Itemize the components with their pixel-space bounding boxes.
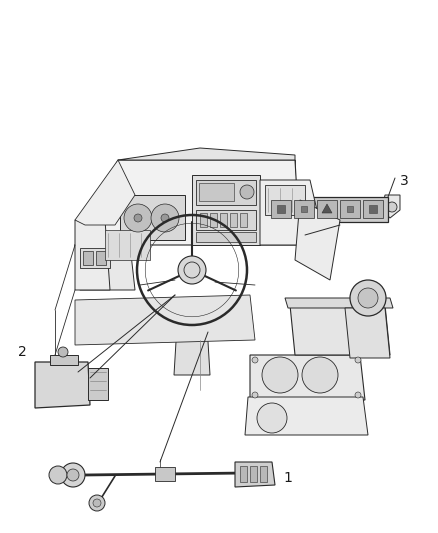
Bar: [80, 248, 110, 268]
Polygon shape: [118, 160, 295, 175]
Circle shape: [252, 357, 258, 363]
Bar: [196, 210, 256, 230]
Circle shape: [58, 347, 68, 357]
Circle shape: [93, 499, 101, 507]
Polygon shape: [120, 195, 185, 240]
Polygon shape: [35, 362, 90, 408]
Circle shape: [358, 288, 378, 308]
Polygon shape: [245, 397, 368, 435]
Bar: [220, 213, 227, 227]
Bar: [250, 466, 257, 482]
Polygon shape: [75, 160, 300, 245]
Circle shape: [49, 466, 67, 484]
Polygon shape: [317, 200, 337, 218]
Polygon shape: [271, 200, 291, 218]
Polygon shape: [75, 220, 110, 290]
Circle shape: [257, 200, 267, 210]
Polygon shape: [235, 462, 275, 487]
Circle shape: [89, 495, 105, 511]
Polygon shape: [192, 175, 260, 245]
Polygon shape: [290, 305, 390, 355]
Polygon shape: [75, 245, 135, 290]
Circle shape: [178, 256, 206, 284]
Circle shape: [134, 214, 142, 222]
Bar: [240, 466, 247, 482]
Bar: [196, 232, 256, 242]
Circle shape: [350, 280, 386, 316]
Circle shape: [257, 403, 287, 433]
Circle shape: [355, 392, 361, 398]
Polygon shape: [75, 160, 135, 225]
Bar: [83, 251, 93, 265]
Polygon shape: [155, 467, 175, 481]
Polygon shape: [88, 368, 108, 400]
Polygon shape: [260, 180, 325, 245]
Text: 3: 3: [400, 174, 409, 188]
Polygon shape: [295, 200, 340, 280]
Circle shape: [61, 463, 85, 487]
Polygon shape: [75, 295, 255, 345]
Polygon shape: [285, 298, 393, 308]
Bar: [196, 180, 256, 205]
Circle shape: [124, 204, 152, 232]
Bar: [277, 205, 285, 213]
Bar: [96, 251, 106, 265]
Polygon shape: [340, 200, 360, 218]
Polygon shape: [363, 200, 383, 218]
Polygon shape: [294, 200, 314, 218]
Polygon shape: [250, 355, 365, 400]
Circle shape: [262, 357, 298, 393]
Circle shape: [161, 214, 169, 222]
Bar: [210, 213, 217, 227]
Text: 2: 2: [18, 345, 27, 359]
Bar: [240, 213, 247, 227]
Circle shape: [387, 202, 397, 212]
Bar: [199, 183, 234, 201]
Polygon shape: [255, 195, 272, 215]
Polygon shape: [50, 355, 78, 365]
Bar: [369, 205, 377, 213]
Polygon shape: [174, 325, 210, 375]
Bar: [301, 206, 307, 212]
Text: 1: 1: [283, 471, 292, 485]
Polygon shape: [118, 148, 295, 160]
Polygon shape: [322, 204, 332, 213]
Circle shape: [67, 469, 79, 481]
Bar: [265, 185, 305, 215]
Polygon shape: [382, 195, 400, 218]
Bar: [105, 230, 150, 260]
Bar: [347, 206, 353, 212]
Polygon shape: [345, 308, 390, 358]
Circle shape: [302, 357, 338, 393]
Circle shape: [240, 185, 254, 199]
Bar: [260, 466, 267, 482]
Circle shape: [355, 357, 361, 363]
Circle shape: [151, 204, 179, 232]
Bar: [200, 213, 207, 227]
Circle shape: [252, 392, 258, 398]
Bar: [230, 213, 237, 227]
Polygon shape: [100, 300, 235, 340]
Polygon shape: [265, 197, 388, 222]
